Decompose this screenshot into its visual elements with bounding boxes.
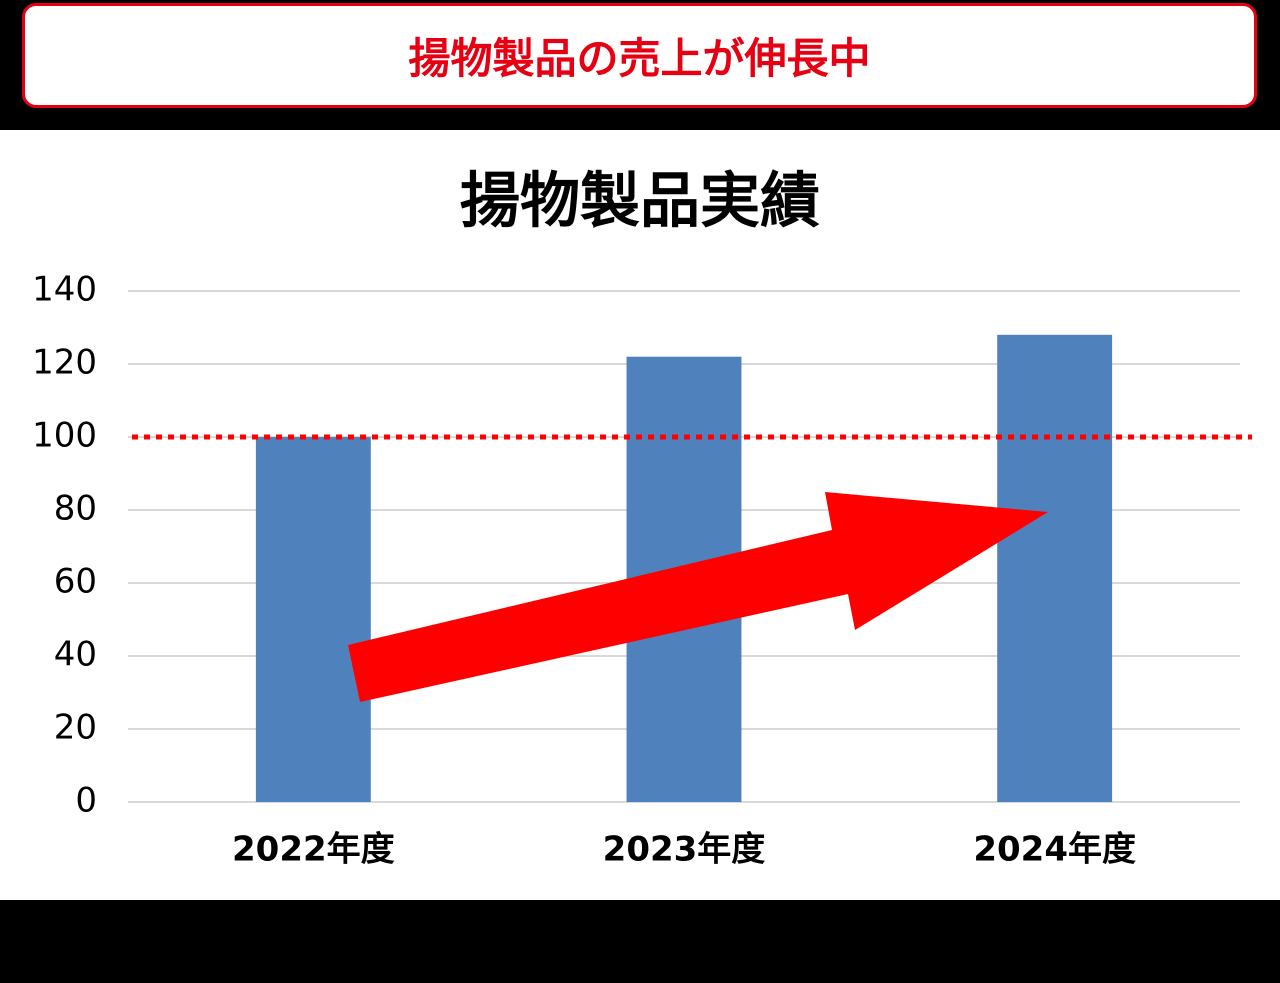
y-tick-label: 40 bbox=[54, 635, 97, 675]
trend-arrow bbox=[348, 492, 1048, 702]
bar bbox=[255, 437, 371, 802]
bar bbox=[997, 334, 1113, 802]
y-tick-label: 120 bbox=[32, 343, 97, 383]
chart: 揚物製品実績 0 20 40 60 80 100 120 140 2022年度 2023年度 202… bbox=[0, 130, 1280, 900]
x-tick-label: 2022年度 bbox=[232, 830, 395, 870]
y-tick-label: 60 bbox=[54, 562, 97, 602]
y-tick-label: 0 bbox=[75, 781, 97, 821]
y-tick-label: 80 bbox=[54, 489, 97, 529]
banner: 揚物製品の売上が伸長中 bbox=[22, 3, 1257, 108]
x-tick-label: 2023年度 bbox=[603, 830, 766, 870]
y-tick-label: 20 bbox=[54, 708, 97, 748]
chart-title: 揚物製品実績 bbox=[460, 167, 820, 237]
x-tick-label: 2024年度 bbox=[973, 830, 1136, 870]
y-tick-label: 100 bbox=[32, 416, 97, 456]
y-tick-label: 140 bbox=[32, 270, 97, 310]
